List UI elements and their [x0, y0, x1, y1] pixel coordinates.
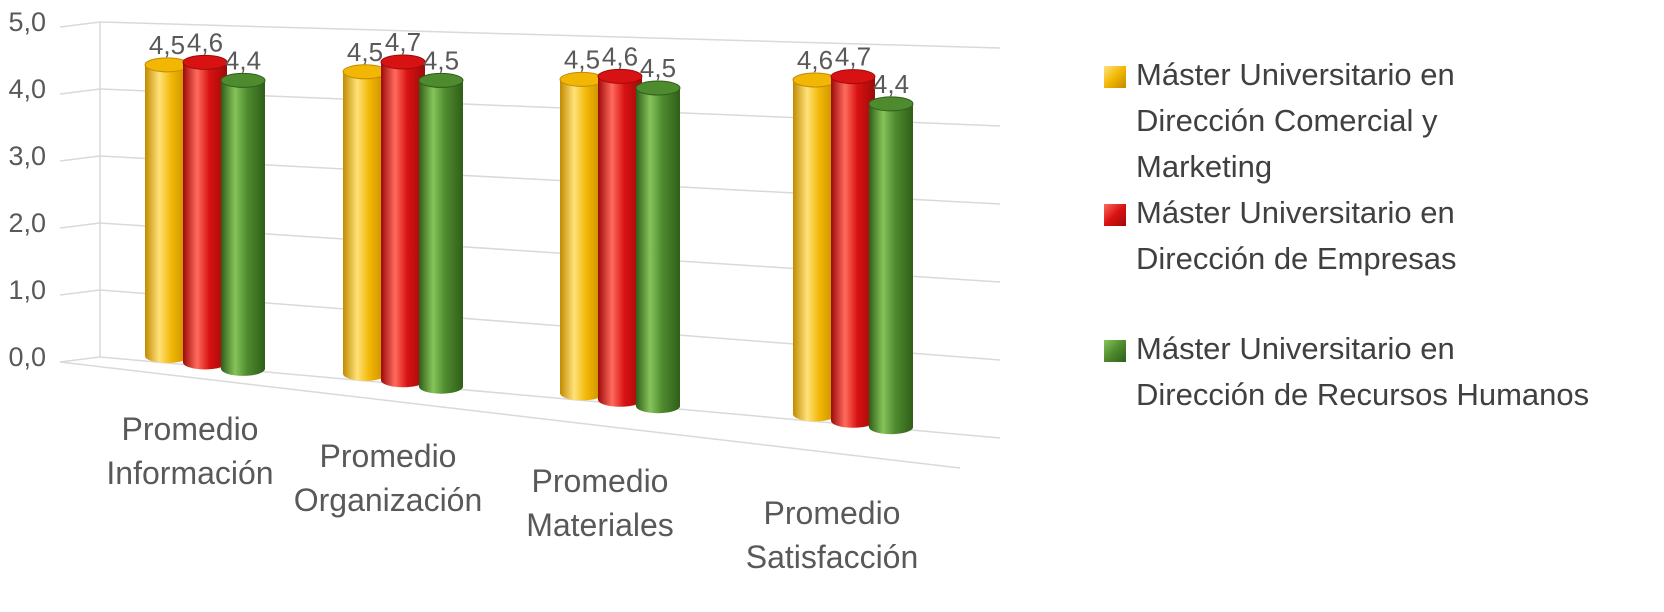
y-axis-tick-labels: 0,0 1,0 2,0 3,0 4,0 5,0 — [8, 7, 46, 372]
data-label: 4,7 — [835, 42, 871, 72]
gridline-side — [59, 222, 101, 229]
data-label: 4,6 — [187, 27, 223, 57]
gridline-side — [59, 356, 101, 363]
legend-label-line: Dirección Comercial y — [1136, 103, 1438, 138]
legend-item-comercial-marketing[interactable]: Máster Universitario en Dirección Comerc… — [1100, 52, 1660, 190]
legend-label-line: Máster Universitario en — [1136, 57, 1455, 92]
bar — [221, 80, 265, 376]
data-label: 4,5 — [423, 45, 459, 75]
bar — [793, 79, 837, 422]
data-label: 4,6 — [602, 41, 638, 71]
y-tick-label: 2,0 — [8, 208, 46, 238]
bar-cap — [182, 54, 228, 70]
y-tick-label: 4,0 — [8, 74, 46, 104]
legend-label-line: Dirección de Recursos Humanos — [1136, 377, 1590, 412]
bar — [419, 80, 463, 394]
bar-cap — [792, 72, 838, 88]
y-tick-label: 0,0 — [8, 342, 46, 372]
category-label: Promedio — [320, 438, 457, 474]
bars — [144, 54, 914, 435]
gridline-side — [59, 289, 101, 296]
y-tick-label: 1,0 — [8, 275, 46, 305]
legend-swatch-recursos-humanos — [1104, 340, 1126, 362]
legend-item-recursos-humanos[interactable]: Máster Universitario en Dirección de Rec… — [1100, 326, 1660, 418]
legend-label-line: Máster Universitario en — [1136, 195, 1455, 230]
bar — [869, 103, 913, 435]
legend-label-line: Máster Universitario en — [1136, 331, 1455, 366]
x-axis-tick-labels: Promedio Información Promedio Organización P… — [106, 411, 918, 575]
legend: Máster Universitario en Dirección Comerc… — [1100, 52, 1660, 418]
bar-cap — [559, 71, 605, 87]
bar — [636, 88, 680, 414]
y-tick-label: 3,0 — [8, 141, 46, 171]
bar — [381, 61, 425, 388]
data-label: 4,5 — [149, 30, 185, 60]
data-label: 4,5 — [640, 53, 676, 83]
bar — [183, 62, 227, 370]
gridline-side — [59, 155, 101, 162]
gridline-side — [59, 21, 101, 28]
data-label: 4,6 — [797, 45, 833, 75]
bar — [598, 76, 642, 407]
bar-cap — [635, 80, 681, 96]
bar — [831, 76, 875, 428]
legend-label-line: Dirección de Empresas — [1136, 241, 1457, 276]
bar-cap — [144, 57, 190, 73]
category-label: Promedio — [122, 411, 259, 447]
data-label: 4,5 — [347, 37, 383, 67]
category-label: Materiales — [526, 507, 674, 543]
category-label: Información — [106, 455, 273, 491]
bar-cap — [830, 69, 876, 85]
category-label: Promedio — [764, 495, 901, 531]
bar — [145, 64, 189, 364]
floor-front-edge — [59, 361, 961, 469]
bar-cap — [342, 64, 388, 80]
bar-cap — [220, 72, 266, 88]
category-label: Organización — [294, 482, 483, 518]
category-label: Satisfacción — [746, 539, 919, 575]
bar-cap — [418, 72, 464, 88]
legend-item-empresas[interactable]: Máster Universitario en Dirección de Emp… — [1100, 190, 1660, 282]
legend-swatch-empresas — [1104, 204, 1126, 226]
bar-cap — [868, 96, 914, 112]
bar-cap — [380, 54, 426, 70]
data-label: 4,4 — [873, 69, 909, 99]
bar-cap — [597, 68, 643, 84]
data-label: 4,7 — [385, 27, 421, 57]
gridline — [99, 21, 1001, 49]
bar — [560, 79, 604, 401]
gridline-side — [59, 88, 101, 95]
y-tick-label: 5,0 — [8, 7, 46, 37]
data-labels: 4,5 4,64,4 4,5 4,74,5 4,5 4,6 4,5 4,6 4,74,4 — [149, 27, 909, 99]
legend-label-line: Marketing — [1136, 149, 1273, 184]
data-label: 4,4 — [225, 45, 261, 75]
bar — [343, 71, 387, 381]
category-label: Promedio — [532, 463, 669, 499]
data-label: 4,5 — [564, 44, 600, 74]
legend-swatch-comercial-marketing — [1104, 66, 1126, 88]
